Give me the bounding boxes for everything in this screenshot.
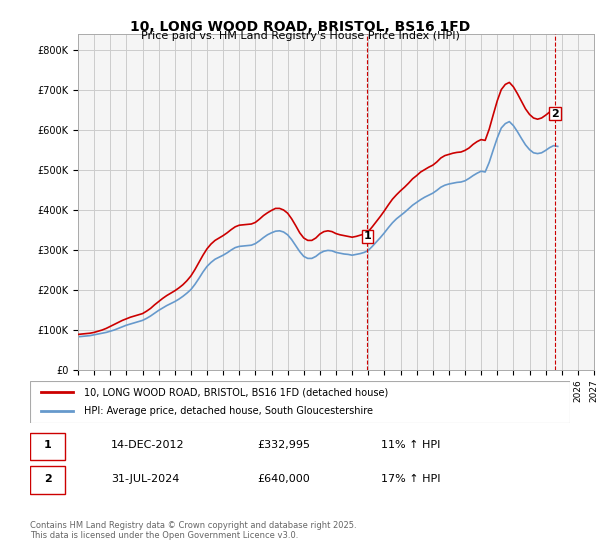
Text: 1: 1 bbox=[364, 231, 371, 241]
Text: 11% ↑ HPI: 11% ↑ HPI bbox=[381, 440, 440, 450]
FancyBboxPatch shape bbox=[30, 381, 570, 423]
Text: Contains HM Land Registry data © Crown copyright and database right 2025.
This d: Contains HM Land Registry data © Crown c… bbox=[30, 521, 356, 540]
Text: 2: 2 bbox=[551, 109, 559, 119]
Text: 2: 2 bbox=[44, 474, 52, 484]
Text: £640,000: £640,000 bbox=[257, 474, 310, 484]
Text: 10, LONG WOOD ROAD, BRISTOL, BS16 1FD (detached house): 10, LONG WOOD ROAD, BRISTOL, BS16 1FD (d… bbox=[84, 387, 388, 397]
Text: 17% ↑ HPI: 17% ↑ HPI bbox=[381, 474, 440, 484]
FancyBboxPatch shape bbox=[30, 466, 65, 494]
Text: 1: 1 bbox=[44, 440, 52, 450]
Text: 14-DEC-2012: 14-DEC-2012 bbox=[111, 440, 185, 450]
Text: 10, LONG WOOD ROAD, BRISTOL, BS16 1FD: 10, LONG WOOD ROAD, BRISTOL, BS16 1FD bbox=[130, 20, 470, 34]
FancyBboxPatch shape bbox=[30, 433, 65, 460]
Text: £332,995: £332,995 bbox=[257, 440, 310, 450]
Text: Price paid vs. HM Land Registry's House Price Index (HPI): Price paid vs. HM Land Registry's House … bbox=[140, 31, 460, 41]
Text: 31-JUL-2024: 31-JUL-2024 bbox=[111, 474, 179, 484]
Text: HPI: Average price, detached house, South Gloucestershire: HPI: Average price, detached house, Sout… bbox=[84, 407, 373, 417]
